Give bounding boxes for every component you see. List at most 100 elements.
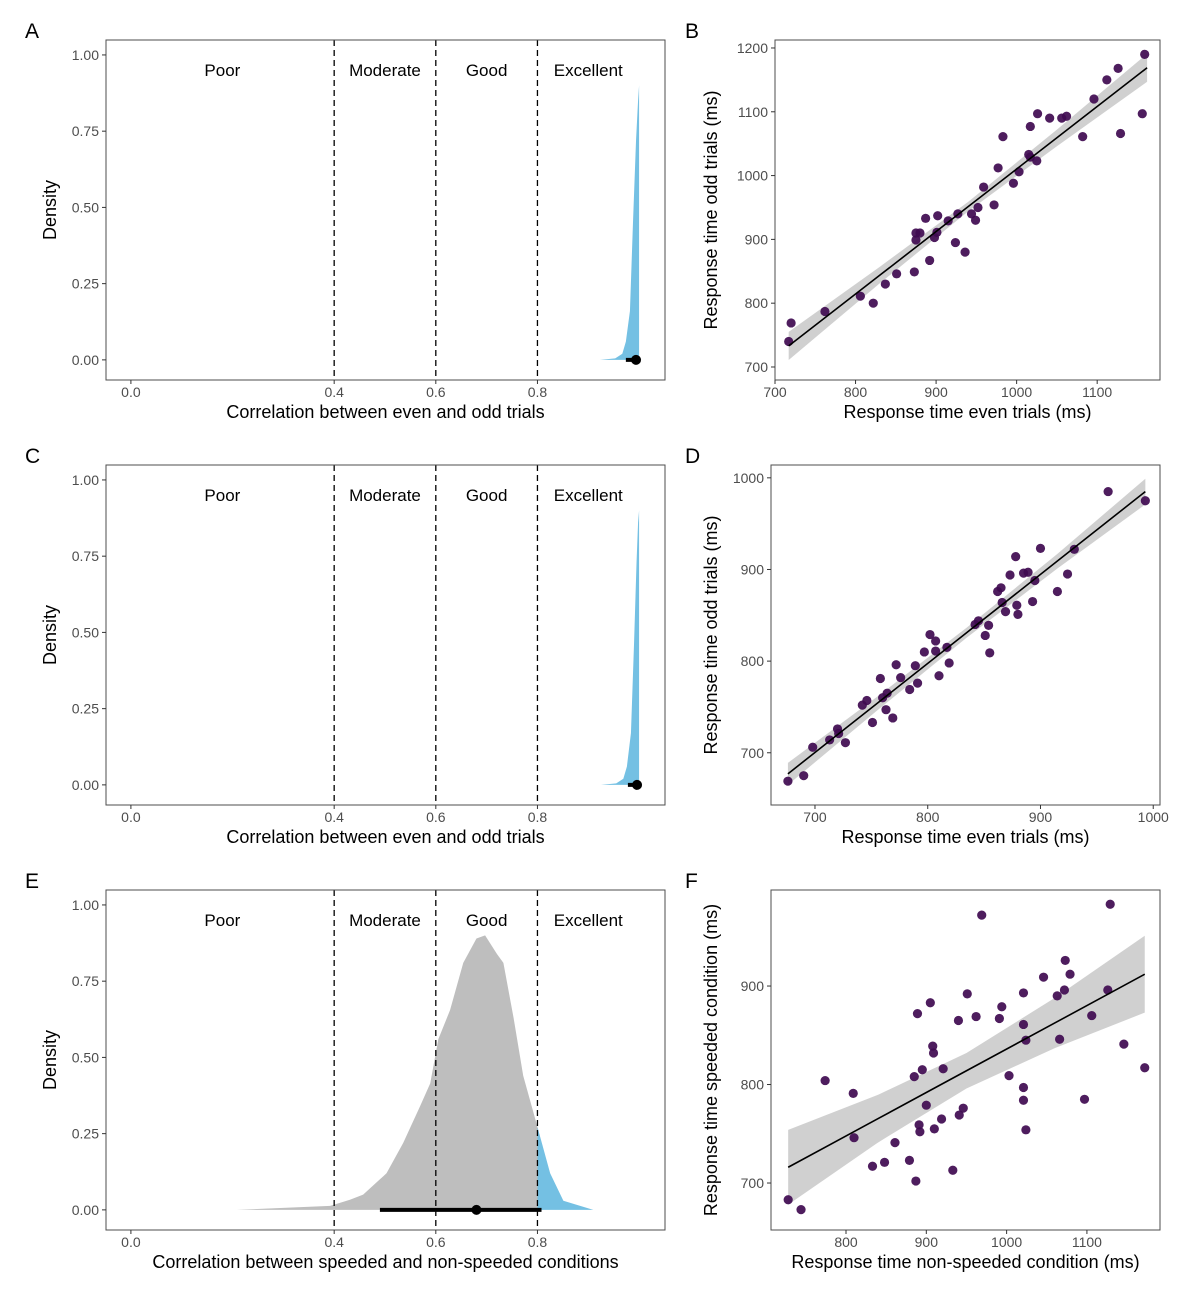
- scatter-point: [938, 1064, 948, 1074]
- panel-letter: B: [685, 20, 699, 43]
- density-area-excellent: [537, 1126, 594, 1210]
- scatter-point: [929, 1124, 939, 1134]
- x-tick-label: 1000: [1138, 809, 1169, 825]
- scatter-point: [1079, 1094, 1090, 1104]
- x-tick-label: 900: [915, 1234, 939, 1250]
- scatter-point: [960, 247, 970, 257]
- x-tick-label: 0.0: [121, 809, 141, 825]
- scatter-point: [1000, 607, 1011, 617]
- scatter-point: [1060, 955, 1070, 966]
- scatter-point: [1023, 567, 1033, 577]
- scatter-point: [925, 998, 935, 1008]
- scatter-point: [1113, 63, 1123, 73]
- y-tick-label: 900: [741, 561, 765, 577]
- scatter-point: [1115, 128, 1126, 139]
- region-label-moderate: Moderate: [349, 911, 421, 930]
- region-label-good: Good: [466, 911, 508, 930]
- y-tick-label: 800: [741, 653, 765, 669]
- x-tick-label: 0.8: [528, 1234, 548, 1250]
- scatter-point: [1140, 1063, 1150, 1073]
- region-label-good: Good: [466, 486, 508, 505]
- scatter-point: [875, 673, 885, 684]
- y-tick-label: 1.00: [72, 897, 99, 913]
- density-area: [236, 935, 538, 1210]
- x-tick-label: 900: [1029, 809, 1053, 825]
- scatter-point: [912, 678, 923, 688]
- scatter-point: [973, 616, 984, 626]
- scatter-point: [925, 629, 935, 640]
- x-axis-title: Response time even trials (ms): [841, 827, 1089, 847]
- x-tick-label: 700: [763, 384, 787, 400]
- scatter-point: [867, 1161, 878, 1171]
- scatter-point: [1018, 988, 1029, 998]
- scatter-point: [925, 255, 935, 266]
- scatter-point: [928, 1041, 938, 1051]
- scatter-point: [936, 1114, 947, 1124]
- scatter-point: [998, 132, 1008, 142]
- y-tick-label: 0.75: [72, 973, 99, 989]
- scatter-point: [1078, 132, 1088, 142]
- scatter-point: [1087, 1010, 1097, 1021]
- scatter-point: [984, 620, 994, 630]
- scatter-point: [1140, 49, 1150, 59]
- panel-letter: C: [25, 445, 40, 468]
- scatter-point: [1105, 899, 1115, 909]
- y-tick-label: 900: [741, 978, 765, 994]
- scatter-point: [1038, 972, 1049, 982]
- panel-e: E Poor Moderate Good Excellent 0.0 0.4 0.6 0.8 0.…: [25, 870, 666, 1272]
- scatter-point: [911, 235, 921, 245]
- scatter-point: [905, 684, 915, 695]
- y-tick-label: 0.25: [72, 1126, 99, 1142]
- scatter-point: [1014, 167, 1024, 177]
- point-estimate: [471, 1204, 482, 1215]
- panel-letter: A: [25, 20, 39, 43]
- y-tick-label: 0.75: [72, 548, 99, 564]
- x-tick-label: 0.0: [121, 1234, 141, 1250]
- scatter-point: [994, 1013, 1004, 1024]
- y-tick-label: 0.00: [72, 777, 99, 793]
- y-tick-label: 0.25: [72, 701, 99, 717]
- x-tick-label: 0.6: [426, 384, 446, 400]
- x-tick-label: 1000: [991, 1234, 1022, 1250]
- x-tick-label: 1000: [1001, 384, 1032, 400]
- y-axis-title: Density: [40, 1030, 60, 1090]
- y-tick-label: 0.50: [72, 199, 99, 215]
- x-tick-label: 0.4: [324, 1234, 344, 1250]
- y-axis-title: Response time speeded condition (ms): [701, 904, 721, 1216]
- scatter-point: [1119, 1039, 1129, 1049]
- scatter-point: [868, 298, 878, 308]
- plot-border: [105, 39, 666, 381]
- scatter-point: [1008, 178, 1019, 188]
- plot-area: [236, 890, 594, 1230]
- y-tick-label: 0.00: [72, 352, 99, 368]
- scatter-point: [1137, 109, 1147, 119]
- scatter-point: [862, 695, 872, 706]
- scatter-point: [934, 671, 944, 681]
- scatter-point: [950, 237, 961, 248]
- x-axis-title: Correlation between speeded and non-spee…: [152, 1252, 618, 1272]
- y-tick-label: 0.00: [72, 1202, 99, 1218]
- plot-area: [333, 465, 643, 805]
- y-tick-label: 700: [741, 1175, 765, 1191]
- panel-a: A Poor Moderate Good Excellent 0.0 0.4 0.6 0.8 0.…: [25, 20, 666, 422]
- y-tick-label: 900: [745, 231, 769, 247]
- y-tick-label: 1.00: [72, 47, 99, 63]
- y-tick-label: 700: [741, 745, 765, 761]
- scatter-point: [784, 336, 794, 347]
- y-axis-title: Response time odd trials (ms): [701, 90, 721, 329]
- plot-area: [783, 478, 1150, 786]
- scatter-point: [910, 661, 920, 671]
- scatter-point: [849, 1133, 859, 1143]
- plot-border: [770, 464, 1161, 806]
- scatter-point: [1103, 486, 1113, 497]
- scatter-point: [948, 1165, 958, 1175]
- plot-border: [774, 39, 1161, 381]
- y-tick-label: 0.75: [72, 123, 99, 139]
- region-label-poor: Poor: [204, 911, 240, 930]
- y-axis-title: Density: [40, 605, 60, 665]
- scatter-point: [1005, 570, 1015, 580]
- x-tick-label: 800: [844, 384, 868, 400]
- panel-d: D 700 800 900 1000 700 800 900 1000 Response time…: [685, 445, 1169, 847]
- x-tick-label: 0.8: [528, 809, 548, 825]
- scatter-point: [1018, 1019, 1029, 1030]
